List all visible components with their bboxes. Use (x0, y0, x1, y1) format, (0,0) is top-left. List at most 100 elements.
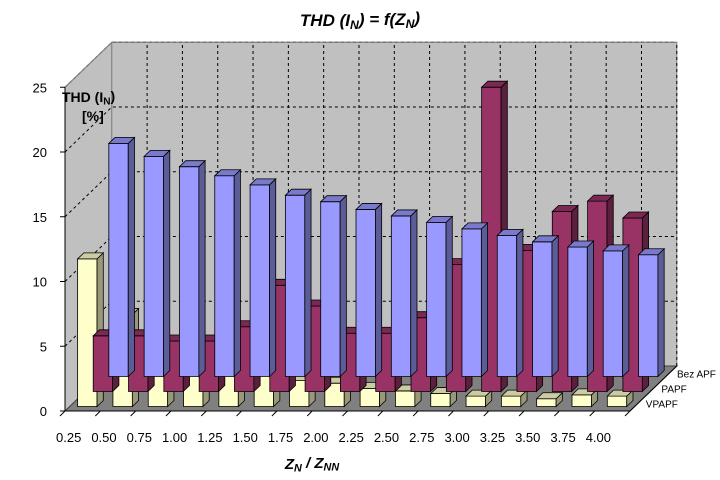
wall-top-edge (64, 41, 677, 88)
x-tick-mark (59, 410, 66, 417)
bar (355, 202, 383, 378)
y-tick-label: 5 (40, 339, 47, 354)
bar (390, 208, 418, 378)
x-tick-mark (306, 410, 313, 417)
bar-front (606, 395, 628, 407)
bar-front (214, 175, 235, 377)
bar-side (480, 221, 489, 378)
bar-front (571, 394, 592, 407)
bar (602, 243, 630, 378)
x-tick-label: 3.00 (444, 430, 469, 445)
bar-front (320, 201, 341, 377)
bar-top (496, 228, 524, 236)
bar-top (390, 209, 418, 217)
series-label: VPAPF (646, 400, 678, 411)
bar-top (602, 244, 630, 252)
bar-top (143, 149, 171, 157)
x-tick-mark (271, 410, 278, 417)
bar-top (480, 80, 509, 88)
x-tick-label: 3.50 (515, 430, 540, 445)
chart-title: THD (IN) = f(ZN) (300, 9, 421, 32)
bar-side (375, 202, 383, 378)
bar-front (355, 209, 376, 377)
bar-top (531, 235, 560, 243)
bar (531, 234, 560, 378)
bar-front (500, 395, 522, 407)
bar (637, 247, 666, 378)
x-tick-label: 1.00 (162, 430, 187, 445)
bar-top (284, 188, 313, 196)
bar (465, 389, 493, 408)
bar-top (76, 252, 105, 260)
series-label: PAPF (661, 385, 686, 396)
bar-front (143, 155, 164, 377)
bar-side (198, 159, 206, 378)
x-tick-label: 3.25 (480, 430, 505, 445)
bar-side (163, 149, 171, 378)
bar (284, 188, 313, 378)
x-tick-label: 0.25 (56, 430, 81, 445)
bar (535, 391, 564, 408)
bar-side (339, 194, 347, 378)
x-tick-mark (518, 410, 525, 417)
bar-side (622, 243, 630, 378)
x-tick-mark (165, 410, 172, 417)
bar-front (602, 250, 624, 377)
bar-side (586, 240, 594, 378)
x-tick-mark (200, 410, 207, 417)
bar (107, 136, 136, 378)
x-tick-label: 4.00 (586, 430, 611, 445)
x-tick-label: 0.75 (127, 430, 152, 445)
bar-front (249, 184, 270, 377)
bar (460, 221, 489, 378)
series-bez-apf (107, 136, 666, 378)
bar-front (430, 393, 451, 407)
bar-side (657, 247, 665, 378)
x-tick-label: 3.75 (550, 430, 575, 445)
bar (213, 168, 242, 378)
x-tick-label: 2.50 (374, 430, 399, 445)
x-tick-mark (589, 410, 596, 417)
bar-side (127, 136, 135, 378)
x-tick-mark (377, 410, 384, 417)
bar-side (269, 177, 277, 378)
bar-top (566, 240, 595, 248)
bar-front (390, 215, 412, 377)
bar (500, 389, 529, 408)
bar (606, 389, 634, 408)
x-tick-label: 2.75 (409, 430, 434, 445)
bar-top (425, 215, 454, 223)
x-tick-label: 2.00 (303, 430, 328, 445)
x-tick-label: 1.75 (268, 430, 293, 445)
bar-side (516, 228, 524, 378)
x-tick-mark (554, 410, 560, 417)
y-tick-label: 25 (33, 80, 47, 95)
x-tick-label: 1.25 (197, 430, 222, 445)
bar-top (551, 205, 579, 212)
bar-side (233, 168, 241, 378)
depth-axis (629, 365, 678, 412)
bar-front (426, 221, 447, 377)
bar (319, 194, 348, 378)
y-axis-unit: [%] (82, 108, 104, 124)
y-axis-title: THD (IN) (62, 88, 115, 108)
bar-front (465, 395, 486, 407)
bar-front (567, 246, 588, 377)
bar (178, 159, 207, 378)
bar-top (355, 203, 383, 210)
series-label: Bez APF (677, 370, 716, 381)
bar-top (319, 195, 348, 203)
x-tick-mark (448, 410, 454, 417)
bar (249, 177, 277, 378)
bar-top (637, 248, 666, 256)
bar (496, 228, 524, 378)
bar-side (445, 215, 453, 378)
bar-top (586, 194, 615, 202)
bar-front (461, 228, 482, 377)
x-tick-label: 2.25 (339, 430, 364, 445)
bar-front (532, 241, 553, 377)
bar-top (621, 211, 650, 219)
y-tick-label: 15 (33, 210, 47, 225)
bar-top (249, 178, 277, 186)
